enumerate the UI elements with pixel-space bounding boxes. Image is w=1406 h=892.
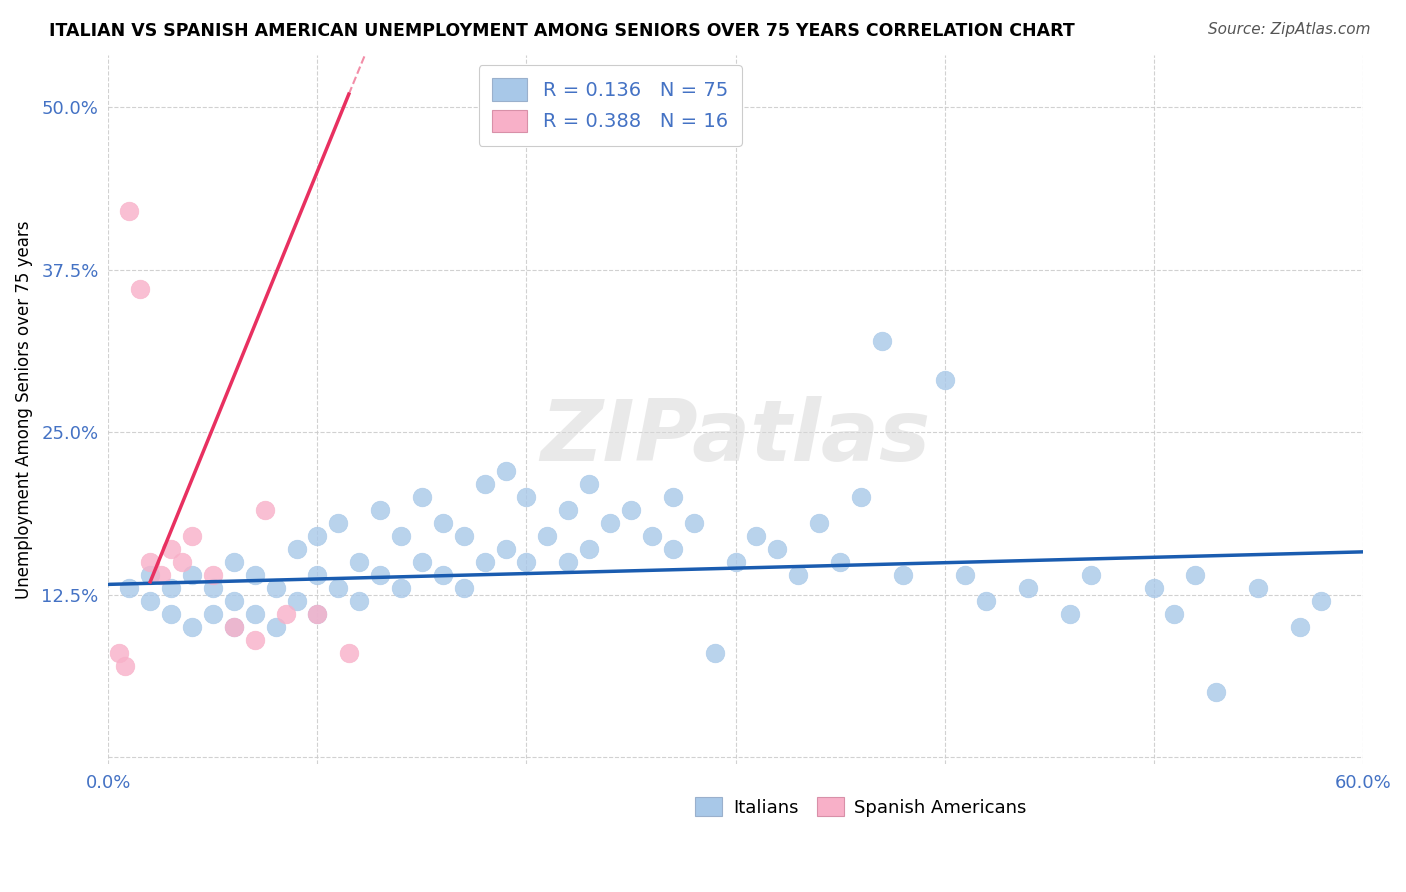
Point	[453, 529, 475, 543]
Point	[474, 555, 496, 569]
Point	[891, 568, 914, 582]
Point	[745, 529, 768, 543]
Point	[808, 516, 831, 531]
Point	[1289, 620, 1312, 634]
Point	[682, 516, 704, 531]
Point	[1205, 685, 1227, 699]
Point	[662, 542, 685, 557]
Point	[285, 594, 308, 608]
Point	[934, 373, 956, 387]
Point	[703, 646, 725, 660]
Point	[243, 607, 266, 622]
Point	[599, 516, 621, 531]
Point	[787, 568, 810, 582]
Point	[641, 529, 664, 543]
Point	[368, 503, 391, 517]
Point	[1080, 568, 1102, 582]
Point	[222, 594, 245, 608]
Point	[328, 516, 350, 531]
Point	[515, 555, 537, 569]
Point	[160, 542, 183, 557]
Point	[495, 542, 517, 557]
Point	[828, 555, 851, 569]
Point	[453, 582, 475, 596]
Point	[1059, 607, 1081, 622]
Point	[118, 204, 141, 219]
Point	[368, 568, 391, 582]
Text: Source: ZipAtlas.com: Source: ZipAtlas.com	[1208, 22, 1371, 37]
Point	[307, 607, 329, 622]
Point	[1309, 594, 1331, 608]
Point	[201, 568, 224, 582]
Text: ZIPatlas: ZIPatlas	[540, 396, 931, 479]
Point	[849, 490, 872, 504]
Point	[243, 633, 266, 648]
Point	[181, 529, 204, 543]
Point	[870, 334, 893, 349]
Point	[139, 568, 162, 582]
Point	[128, 282, 150, 296]
Point	[201, 582, 224, 596]
Point	[307, 607, 329, 622]
Point	[432, 568, 454, 582]
Point	[254, 503, 277, 517]
Point	[349, 594, 371, 608]
Point	[160, 582, 183, 596]
Point	[328, 582, 350, 596]
Point	[955, 568, 977, 582]
Point	[1017, 582, 1039, 596]
Point	[285, 542, 308, 557]
Point	[222, 620, 245, 634]
Point	[337, 646, 360, 660]
Point	[495, 464, 517, 478]
Point	[139, 594, 162, 608]
Point	[515, 490, 537, 504]
Point	[1247, 582, 1270, 596]
Point	[432, 516, 454, 531]
Point	[170, 555, 193, 569]
Y-axis label: Unemployment Among Seniors over 75 years: Unemployment Among Seniors over 75 years	[15, 220, 32, 599]
Point	[349, 555, 371, 569]
Point	[114, 659, 136, 673]
Point	[389, 582, 412, 596]
Point	[389, 529, 412, 543]
Point	[160, 607, 183, 622]
Point	[620, 503, 643, 517]
Point	[976, 594, 998, 608]
Point	[139, 555, 162, 569]
Point	[243, 568, 266, 582]
Point	[724, 555, 747, 569]
Point	[557, 555, 579, 569]
Point	[578, 477, 600, 491]
Point	[264, 620, 287, 634]
Point	[264, 582, 287, 596]
Point	[536, 529, 558, 543]
Point	[1142, 582, 1164, 596]
Point	[411, 555, 433, 569]
Point	[118, 582, 141, 596]
Point	[1163, 607, 1185, 622]
Point	[222, 555, 245, 569]
Point	[181, 568, 204, 582]
Point	[181, 620, 204, 634]
Point	[1184, 568, 1206, 582]
Text: ITALIAN VS SPANISH AMERICAN UNEMPLOYMENT AMONG SENIORS OVER 75 YEARS CORRELATION: ITALIAN VS SPANISH AMERICAN UNEMPLOYMENT…	[49, 22, 1076, 40]
Point	[108, 646, 131, 660]
Point	[766, 542, 789, 557]
Point	[474, 477, 496, 491]
Point	[557, 503, 579, 517]
Point	[411, 490, 433, 504]
Point	[222, 620, 245, 634]
Point	[307, 568, 329, 582]
Legend: Italians, Spanish Americans: Italians, Spanish Americans	[686, 789, 1036, 826]
Point	[307, 529, 329, 543]
Point	[201, 607, 224, 622]
Point	[274, 607, 297, 622]
Point	[578, 542, 600, 557]
Point	[149, 568, 172, 582]
Point	[662, 490, 685, 504]
